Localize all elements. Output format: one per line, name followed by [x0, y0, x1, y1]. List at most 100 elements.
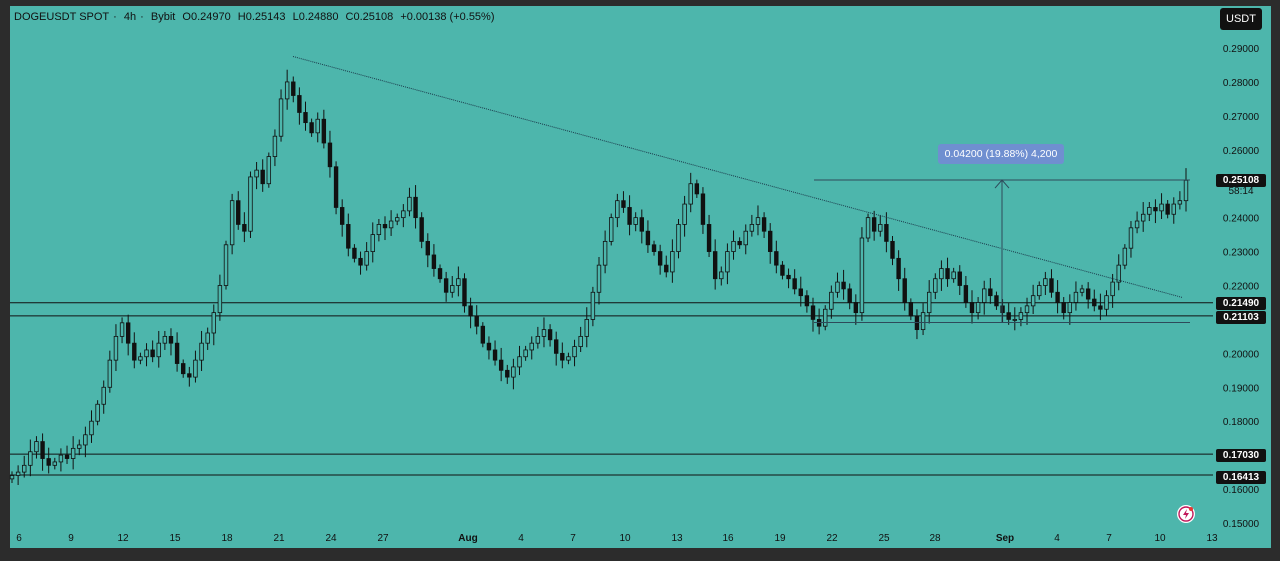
time-axis[interactable] — [10, 526, 1213, 548]
candle-body — [95, 403, 100, 422]
candle-body — [1159, 203, 1164, 212]
candle-body — [1006, 312, 1011, 320]
candle-body — [749, 224, 755, 232]
candle-body — [1000, 305, 1005, 314]
candle-body — [156, 342, 161, 358]
candle-body — [651, 244, 657, 252]
candle-body — [333, 166, 339, 208]
candle-body — [657, 251, 663, 266]
candle-body — [352, 247, 357, 259]
candle-body — [315, 118, 320, 134]
symbol-header: DOGEUSDT SPOT · 4h · Bybit O0.24970 H0.251… — [14, 11, 499, 23]
candle-body — [303, 112, 308, 124]
candle-body — [951, 271, 956, 280]
candle-body — [841, 281, 846, 290]
candle-body — [217, 285, 223, 314]
ohlc-change: +0.00138 (+0.55%) — [400, 11, 495, 23]
plot-area[interactable] — [10, 6, 1213, 526]
trendline[interactable] — [292, 55, 1183, 298]
candle-body — [670, 251, 675, 273]
lightning-icon[interactable] — [1177, 505, 1195, 523]
x-tick-label: 27 — [377, 533, 389, 544]
candle-body — [804, 295, 810, 307]
y-ticks: 0.29000 0.28000 0.27000 0.26000 0.24000 0.230… — [1223, 44, 1260, 530]
x-tick-label: 4 — [518, 533, 524, 544]
x-tick-label: 7 — [1106, 533, 1112, 544]
currency-button[interactable]: USDT — [1220, 8, 1262, 30]
candle-body — [278, 98, 284, 137]
y-tick-label: 0.18000 — [1223, 417, 1260, 428]
candle-body — [957, 271, 962, 286]
candle-body — [199, 342, 204, 361]
candle-body — [346, 224, 351, 249]
candle-body — [945, 268, 950, 280]
candle-body — [1177, 200, 1183, 205]
candle-body — [553, 339, 559, 354]
candle-body — [798, 288, 803, 297]
candle-body — [896, 257, 901, 280]
candle-body — [823, 308, 828, 327]
x-ticks: 6 9 12 15 18 21 24 27 Aug 4 7 10 13 16 19 22 25 28 Sep 4 7 10… — [16, 533, 1218, 544]
x-tick-label: 25 — [878, 533, 890, 544]
price-axis[interactable] — [1213, 6, 1271, 526]
candle-body — [676, 224, 681, 252]
candle-body — [327, 142, 333, 168]
candle-body — [125, 322, 131, 344]
candle-body — [229, 200, 235, 246]
x-tick-label: 21 — [273, 533, 285, 544]
candle-body — [908, 302, 914, 317]
candle-body — [321, 118, 327, 144]
candle-body — [193, 359, 198, 378]
candle-body — [144, 349, 149, 358]
candle-body — [1098, 305, 1103, 310]
candle-body — [529, 342, 534, 351]
candle-body — [878, 224, 883, 232]
candle-body — [609, 217, 614, 242]
candle-body — [40, 441, 45, 459]
level-label-2: 0.17030 — [1216, 449, 1266, 462]
y-tick-label: 0.23000 — [1223, 248, 1260, 259]
candle-body — [596, 264, 602, 293]
candle-body — [761, 217, 767, 232]
candle-body — [706, 224, 712, 252]
candle-body — [187, 373, 192, 378]
candle-body — [168, 335, 174, 344]
candle-body — [284, 81, 290, 100]
measure-label[interactable]: 0.04200 (19.88%) 4,200 — [938, 144, 1064, 164]
candle-body — [248, 176, 253, 232]
candle-body — [511, 366, 516, 378]
candle-body — [1153, 207, 1158, 212]
candle-body — [639, 217, 645, 232]
candle-body — [621, 200, 626, 208]
x-tick-label: 10 — [1154, 533, 1166, 544]
candle-body — [505, 369, 510, 378]
candle-body — [1061, 302, 1066, 314]
candle-body — [498, 359, 504, 371]
x-tick-label: 6 — [16, 533, 22, 544]
candle-body — [119, 322, 125, 337]
symbol-name[interactable]: DOGEUSDT SPOT — [14, 11, 110, 23]
x-tick-label: 19 — [774, 533, 786, 544]
candle-body — [1116, 264, 1121, 283]
candle-body — [688, 183, 693, 205]
candle-body — [162, 335, 168, 344]
ohlc-low: L0.24880 — [292, 11, 339, 23]
candle-body — [700, 193, 706, 225]
candle-body — [443, 278, 449, 293]
candle-body — [272, 135, 278, 157]
candle-body — [786, 274, 791, 280]
candle-body — [425, 240, 430, 256]
candle-body — [1134, 220, 1140, 229]
candle-body — [572, 346, 577, 358]
candle-body — [456, 278, 461, 286]
candle-body — [486, 342, 492, 351]
x-tick-label: 18 — [221, 533, 233, 544]
candle-body — [774, 251, 779, 266]
candle-body — [627, 207, 632, 225]
interval[interactable]: 4h — [123, 11, 137, 23]
candle-body — [835, 281, 840, 293]
candle-body — [755, 217, 761, 225]
candle-body — [437, 268, 443, 280]
candle-body — [584, 319, 589, 337]
